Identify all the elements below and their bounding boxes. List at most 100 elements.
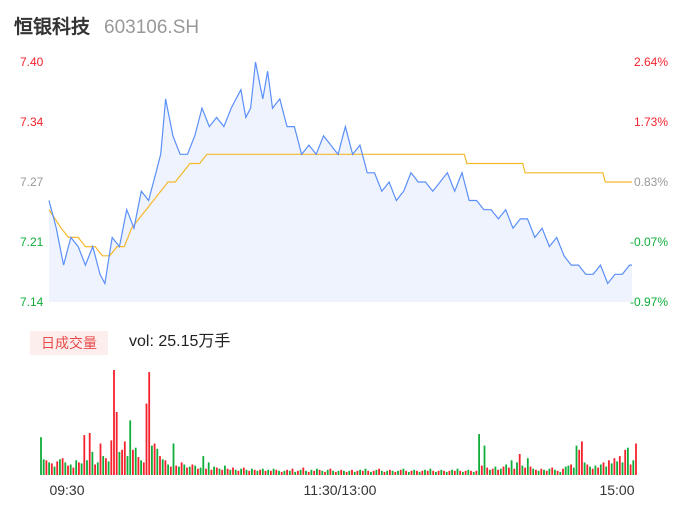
volume-bar <box>443 470 445 475</box>
volume-bar <box>445 471 448 475</box>
volume-bar <box>242 467 245 475</box>
volume-bar <box>380 470 383 475</box>
volume-bar <box>156 448 159 476</box>
volume-bar <box>432 470 435 475</box>
volume-bar <box>472 471 475 475</box>
volume-bar <box>529 466 532 475</box>
stock-code: 603106.SH <box>104 17 200 38</box>
volume-bar <box>608 460 610 475</box>
time-tick-label: 09:30 <box>49 482 84 498</box>
volume-bar <box>167 464 169 475</box>
volume-bars <box>40 370 637 476</box>
volume-bar <box>435 471 437 475</box>
volume-bar <box>278 470 280 475</box>
volume-bar <box>202 456 205 475</box>
volume-bar <box>424 469 426 476</box>
volume-bar <box>67 465 69 475</box>
price-axis-right: 2.64% 1.73% 0.83% -0.07% -0.97% <box>630 55 668 309</box>
volume-bar <box>94 464 96 475</box>
volume-bar <box>218 468 221 475</box>
volume-bar <box>115 412 118 475</box>
volume-bar <box>134 447 137 475</box>
volume-bar <box>524 467 526 475</box>
volume-bar <box>42 459 45 476</box>
volume-bar <box>361 470 364 475</box>
price-line <box>48 61 632 286</box>
volume-bar <box>286 469 288 476</box>
volume-bar <box>572 467 575 475</box>
volume-bar <box>64 462 67 475</box>
volume-bar <box>402 468 405 475</box>
volume-bar <box>629 464 632 475</box>
volume-bar <box>448 470 451 475</box>
volume-bar <box>635 443 637 475</box>
volume-bar <box>353 471 356 475</box>
volume-bar <box>526 458 529 475</box>
volume-bar <box>575 445 578 475</box>
volume-bar <box>334 471 337 475</box>
volume-bar <box>597 467 599 475</box>
volume-bar <box>540 468 543 475</box>
volume-bar <box>467 469 470 476</box>
volume-bar <box>261 468 264 475</box>
volume-bar <box>121 449 123 475</box>
volume-bar <box>359 469 361 476</box>
volume-bar <box>372 470 375 475</box>
volume-bar <box>99 443 102 475</box>
volume-bar <box>389 469 391 476</box>
volume-bar <box>364 468 367 475</box>
volume-bar <box>348 470 351 475</box>
volume-bar <box>621 462 624 475</box>
price-tick-label: 7.40 <box>20 55 44 69</box>
volume-bar <box>451 469 453 476</box>
volume-bar <box>153 443 156 475</box>
volume-bar <box>329 468 332 475</box>
volume-bar <box>180 462 183 475</box>
volume-bar <box>288 470 291 475</box>
volume-bar <box>270 470 272 475</box>
volume-bar <box>224 465 226 475</box>
volume-bar <box>188 466 191 475</box>
volume-bar <box>413 469 416 476</box>
volume-bar <box>351 469 353 476</box>
volume-bar <box>318 469 321 476</box>
volume-bar <box>548 468 551 475</box>
volume-bar <box>132 449 134 475</box>
volume-bar <box>183 464 186 475</box>
volume-bar <box>578 449 581 475</box>
volume-bar <box>118 451 121 475</box>
volume-bar <box>210 469 213 476</box>
price-tick-label: 7.21 <box>20 235 44 249</box>
volume-bar <box>499 468 502 475</box>
volume-bar <box>564 466 567 475</box>
volume-bar <box>462 471 464 475</box>
volume-bar <box>521 465 524 475</box>
volume-bar <box>169 466 172 475</box>
volume-bar <box>537 470 540 475</box>
volume-bar <box>324 471 326 475</box>
volume-bar <box>586 464 589 475</box>
volume-bar <box>129 420 132 475</box>
volume-bar <box>616 461 618 476</box>
volume-bar <box>567 465 570 475</box>
volume-bar <box>145 403 148 475</box>
volume-bar <box>386 470 389 475</box>
volume-bar <box>105 458 107 475</box>
volume-bar <box>497 469 499 476</box>
volume-bar <box>340 469 343 476</box>
volume-bar <box>126 456 129 475</box>
volume-bar <box>291 468 294 475</box>
daily-volume-badge[interactable]: 日成交量 <box>30 331 108 355</box>
volume-bar <box>337 470 340 475</box>
volume-bar <box>272 468 275 475</box>
volume-bar <box>491 468 494 475</box>
volume-bar <box>470 470 472 475</box>
volume-bar <box>102 456 105 475</box>
volume-bar <box>532 468 535 475</box>
volume-bar <box>59 459 61 476</box>
volume-bar <box>307 471 310 475</box>
volume-bar <box>107 461 110 476</box>
volume-bar <box>399 469 402 476</box>
volume-bar <box>494 466 497 475</box>
time-tick-label: 15:00 <box>599 482 634 498</box>
